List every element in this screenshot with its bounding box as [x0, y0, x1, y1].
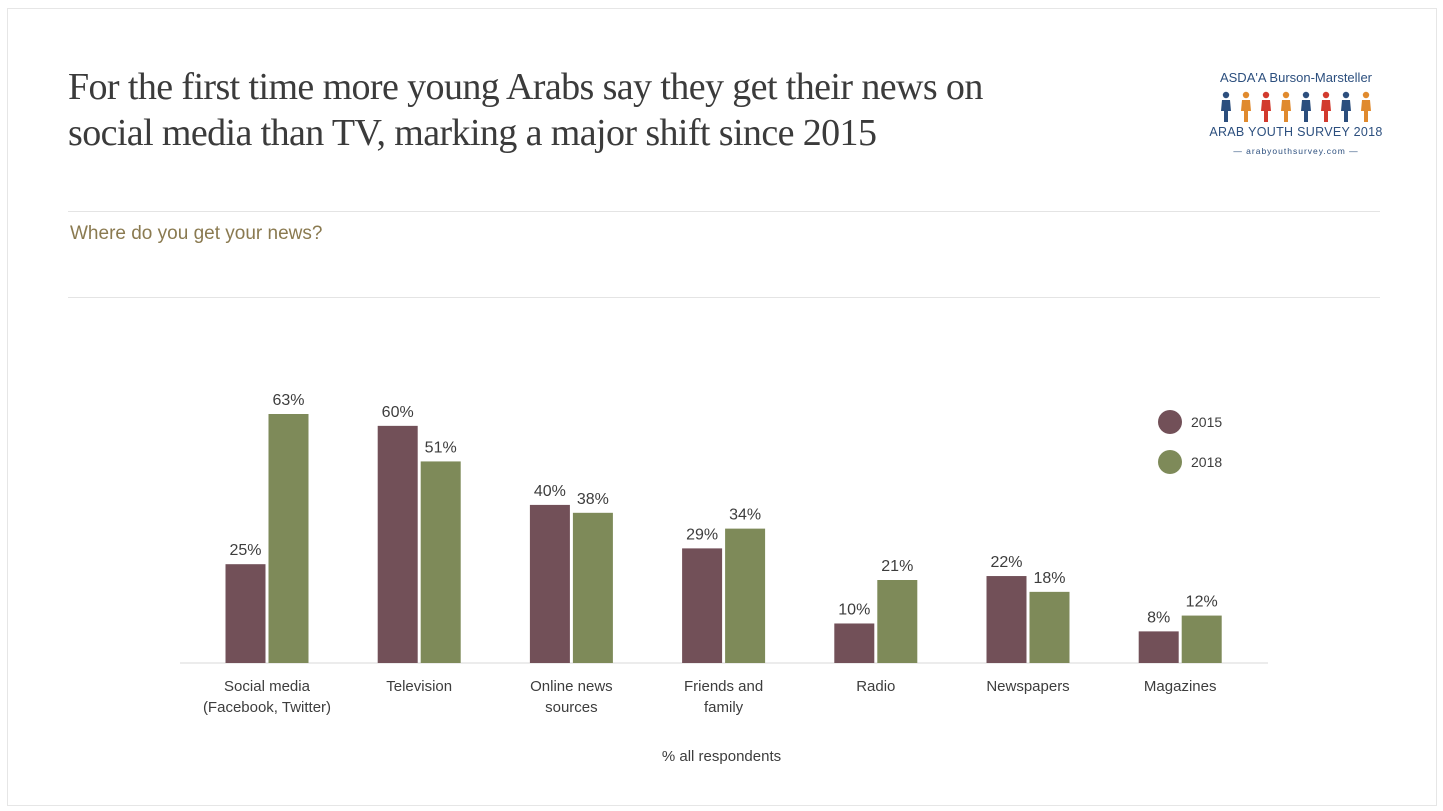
- logo-person-icon: [1321, 91, 1331, 122]
- logo-person-icon: [1261, 91, 1271, 122]
- logo-person-icon: [1241, 91, 1251, 122]
- data-label: 40%: [534, 483, 566, 500]
- data-label: 60%: [382, 404, 414, 421]
- logo-person-icon: [1301, 91, 1311, 122]
- title-line-2: social media than TV, marking a major sh…: [68, 112, 877, 154]
- data-label: 51%: [425, 439, 457, 456]
- bar-2018: [1029, 591, 1070, 663]
- data-label: 34%: [729, 507, 761, 524]
- legend-label-2018: 2018: [1191, 454, 1222, 470]
- bar-2018: [420, 461, 461, 663]
- bar-2018: [268, 414, 309, 663]
- slide-frame: [7, 8, 1437, 806]
- logo-survey-name: ARAB YOUTH SURVEY 2018: [1209, 125, 1383, 139]
- data-label: 8%: [1147, 609, 1170, 626]
- data-label: 10%: [838, 601, 870, 618]
- category-label: Newspapers: [986, 678, 1069, 695]
- data-label: 22%: [990, 554, 1022, 571]
- chart-question: Where do you get your news?: [70, 223, 323, 244]
- logo-person-icon: [1281, 91, 1291, 122]
- data-label: 18%: [1033, 570, 1065, 587]
- bar-2018: [725, 528, 766, 663]
- data-label: 12%: [1186, 594, 1218, 611]
- bar-2015: [986, 576, 1027, 663]
- logo-person-icon: [1221, 91, 1231, 122]
- divider-bottom: [68, 297, 1380, 298]
- category-label: Television: [386, 678, 452, 695]
- bar-2018: [572, 512, 613, 663]
- legend-swatch-2015: [1158, 410, 1182, 434]
- title-line-1: For the first time more young Arabs say …: [68, 66, 983, 108]
- category-label: Radio: [856, 678, 895, 695]
- category-label: Online news: [530, 678, 613, 695]
- logo-figures-icon: [1221, 91, 1371, 122]
- category-label: sources: [545, 699, 598, 716]
- category-label: (Facebook, Twitter): [203, 699, 331, 716]
- data-label: 25%: [229, 542, 261, 559]
- legend: 2015 2018: [1158, 410, 1222, 474]
- data-label: 29%: [686, 526, 718, 543]
- category-label: Friends and: [684, 678, 763, 695]
- bar-2015: [1138, 631, 1179, 663]
- category-label: Social media: [224, 678, 311, 695]
- bar-2015: [682, 548, 723, 663]
- chart-footnote: % all respondents: [661, 748, 782, 765]
- logo-url: — arabyouthsurvey.com —: [1233, 146, 1359, 156]
- logo-person-icon: [1341, 91, 1351, 122]
- bar-2015: [225, 564, 266, 663]
- data-label: 21%: [881, 558, 913, 575]
- logo-brand: ASDA'A Burson-Marsteller: [1219, 70, 1373, 85]
- survey-logo: ASDA'A Burson-Marsteller ARAB YOUTH SURV…: [1205, 70, 1387, 156]
- data-label: 38%: [577, 491, 609, 508]
- data-label: 63%: [272, 392, 304, 409]
- category-label: family: [704, 699, 744, 716]
- logo-person-icon: [1361, 91, 1371, 122]
- category-label: Magazines: [1144, 678, 1217, 695]
- legend-swatch-2018: [1158, 450, 1182, 474]
- legend-label-2015: 2015: [1191, 414, 1222, 430]
- bar-2018: [877, 580, 918, 663]
- bar-2018: [1181, 615, 1222, 663]
- bar-2015: [377, 425, 418, 663]
- bar-2015: [529, 504, 570, 663]
- slide-title: For the first time more young Arabs say …: [68, 64, 1088, 156]
- divider-top: [68, 211, 1380, 212]
- bar-2015: [834, 623, 875, 663]
